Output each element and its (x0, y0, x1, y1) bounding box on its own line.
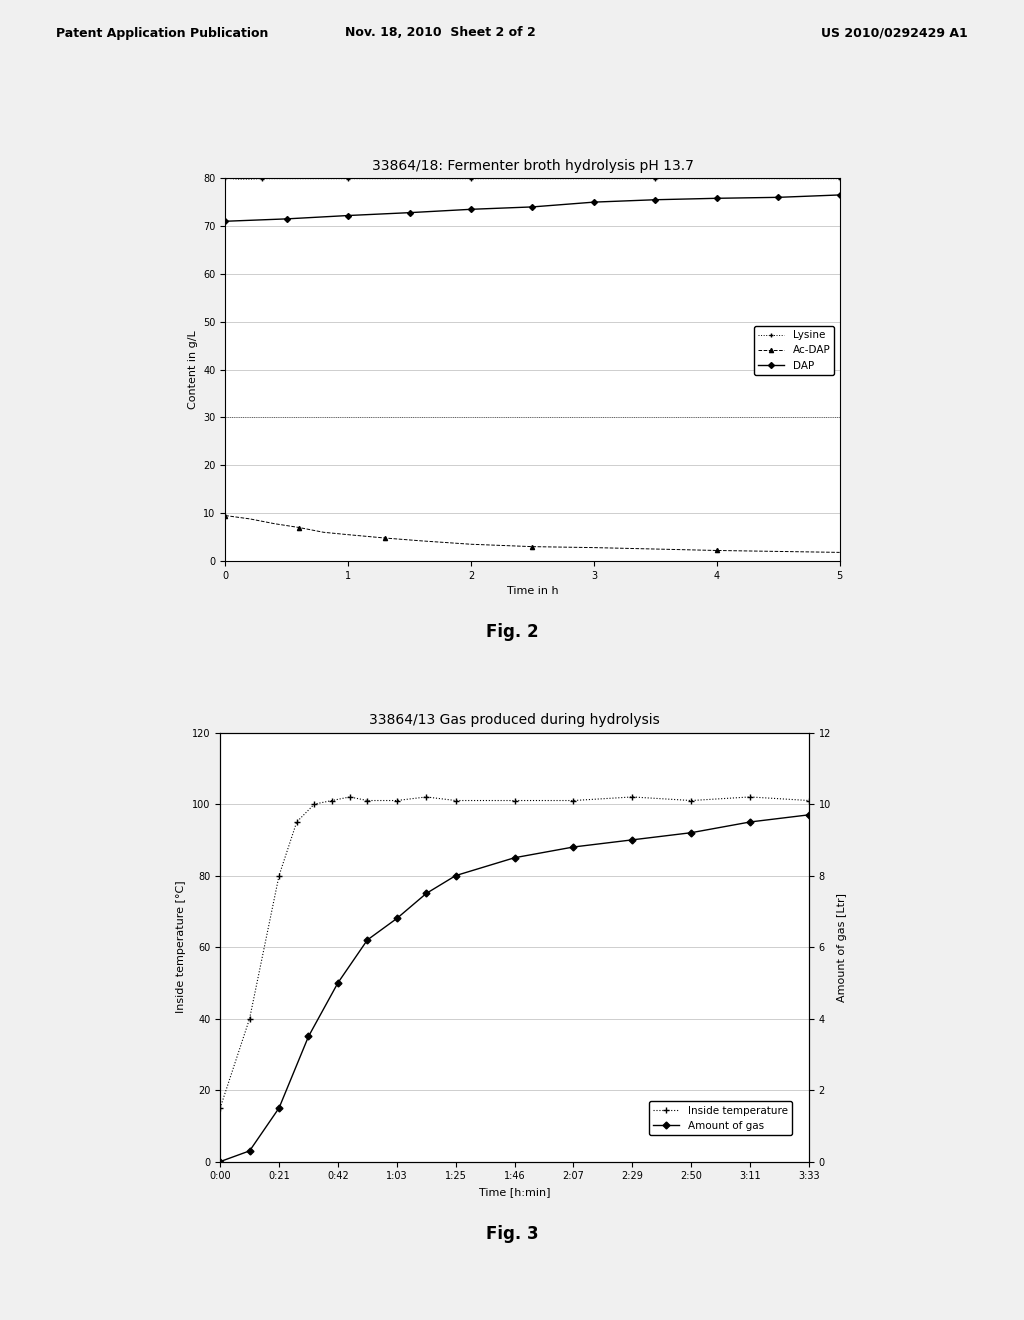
Line: Amount of gas: Amount of gas (218, 812, 811, 1164)
Inside temperature (626, 789, 639, 805)
Lysine (711, 170, 723, 186)
Ac-DAP (526, 539, 539, 554)
Ac-DAP (219, 508, 231, 524)
Y-axis label: Content in g/L: Content in g/L (187, 330, 198, 409)
X-axis label: Time [h:min]: Time [h:min] (479, 1187, 550, 1197)
Lysine (526, 170, 539, 186)
Amount of gas (508, 850, 520, 866)
Amount of gas (803, 807, 815, 822)
Amount of gas (390, 911, 402, 927)
DAP (834, 187, 846, 203)
Title: 33864/18: Fermenter broth hydrolysis pH 13.7: 33864/18: Fermenter broth hydrolysis pH … (372, 158, 693, 173)
Ac-DAP (268, 516, 281, 532)
Inside temperature (326, 792, 338, 808)
Inside temperature (685, 792, 697, 808)
Ac-DAP (772, 544, 784, 560)
DAP (219, 214, 231, 230)
Text: Fig. 2: Fig. 2 (485, 623, 539, 642)
Inside temperature (308, 796, 321, 812)
Ac-DAP (588, 540, 600, 556)
Lysine (281, 170, 293, 186)
DAP (281, 211, 293, 227)
DAP (772, 190, 784, 206)
DAP (588, 194, 600, 210)
Inside temperature (450, 792, 462, 808)
Ac-DAP (317, 524, 330, 540)
Lysine (588, 170, 600, 186)
Amount of gas (332, 975, 344, 991)
Text: Patent Application Publication: Patent Application Publication (56, 26, 268, 40)
Amount of gas (743, 814, 756, 830)
Lysine (649, 170, 662, 186)
Amount of gas (626, 832, 639, 847)
Lysine (244, 172, 256, 187)
Amount of gas (450, 867, 462, 883)
Title: 33864/13 Gas produced during hydrolysis: 33864/13 Gas produced during hydrolysis (370, 713, 659, 727)
Amount of gas (244, 1143, 256, 1159)
Amount of gas (685, 825, 697, 841)
Ac-DAP (465, 536, 477, 552)
Amount of gas (214, 1154, 226, 1170)
DAP (711, 190, 723, 206)
Ac-DAP (342, 527, 354, 543)
DAP (649, 191, 662, 207)
Lysine (256, 170, 268, 186)
Inside temperature (361, 792, 374, 808)
Inside temperature (390, 792, 402, 808)
Lysine (465, 170, 477, 186)
Amount of gas (361, 932, 374, 948)
Lysine (231, 172, 244, 187)
Inside temperature (420, 789, 432, 805)
Lysine (305, 170, 317, 186)
Inside temperature (567, 792, 580, 808)
Inside temperature (272, 867, 285, 883)
Amount of gas (420, 886, 432, 902)
Legend: Inside temperature, Amount of gas: Inside temperature, Amount of gas (649, 1101, 792, 1135)
Lysine (379, 170, 391, 186)
Ac-DAP (379, 531, 391, 546)
Line: DAP: DAP (223, 193, 842, 223)
Inside temperature (508, 792, 520, 808)
Legend: Lysine, Ac-DAP, DAP: Lysine, Ac-DAP, DAP (754, 326, 835, 375)
Ac-DAP (293, 520, 305, 536)
Inside temperature (244, 1011, 256, 1027)
Inside temperature (743, 789, 756, 805)
Ac-DAP (711, 543, 723, 558)
X-axis label: Time in h: Time in h (507, 586, 558, 597)
Lysine (834, 170, 846, 186)
Line: Inside temperature: Inside temperature (217, 795, 812, 1110)
Inside temperature (291, 814, 303, 830)
Amount of gas (272, 1100, 285, 1115)
Text: Fig. 3: Fig. 3 (485, 1225, 539, 1243)
Y-axis label: Inside temperature [°C]: Inside temperature [°C] (176, 880, 186, 1014)
Line: Lysine: Lysine (223, 176, 842, 181)
Text: US 2010/0292429 A1: US 2010/0292429 A1 (821, 26, 968, 40)
Text: Nov. 18, 2010  Sheet 2 of 2: Nov. 18, 2010 Sheet 2 of 2 (345, 26, 536, 40)
Inside temperature (803, 792, 815, 808)
Inside temperature (214, 1100, 226, 1115)
Ac-DAP (834, 544, 846, 560)
DAP (526, 199, 539, 215)
DAP (342, 207, 354, 223)
Lysine (219, 170, 231, 186)
Inside temperature (344, 789, 356, 805)
Y-axis label: Amount of gas [Ltr]: Amount of gas [Ltr] (837, 892, 847, 1002)
Lysine (772, 170, 784, 186)
Line: Ac-DAP: Ac-DAP (223, 513, 842, 554)
Amount of gas (302, 1028, 314, 1044)
DAP (465, 202, 477, 218)
Ac-DAP (416, 533, 428, 549)
Ac-DAP (649, 541, 662, 557)
Lysine (416, 170, 428, 186)
Amount of gas (567, 840, 580, 855)
Lysine (342, 170, 354, 186)
Ac-DAP (244, 511, 256, 527)
DAP (403, 205, 416, 220)
